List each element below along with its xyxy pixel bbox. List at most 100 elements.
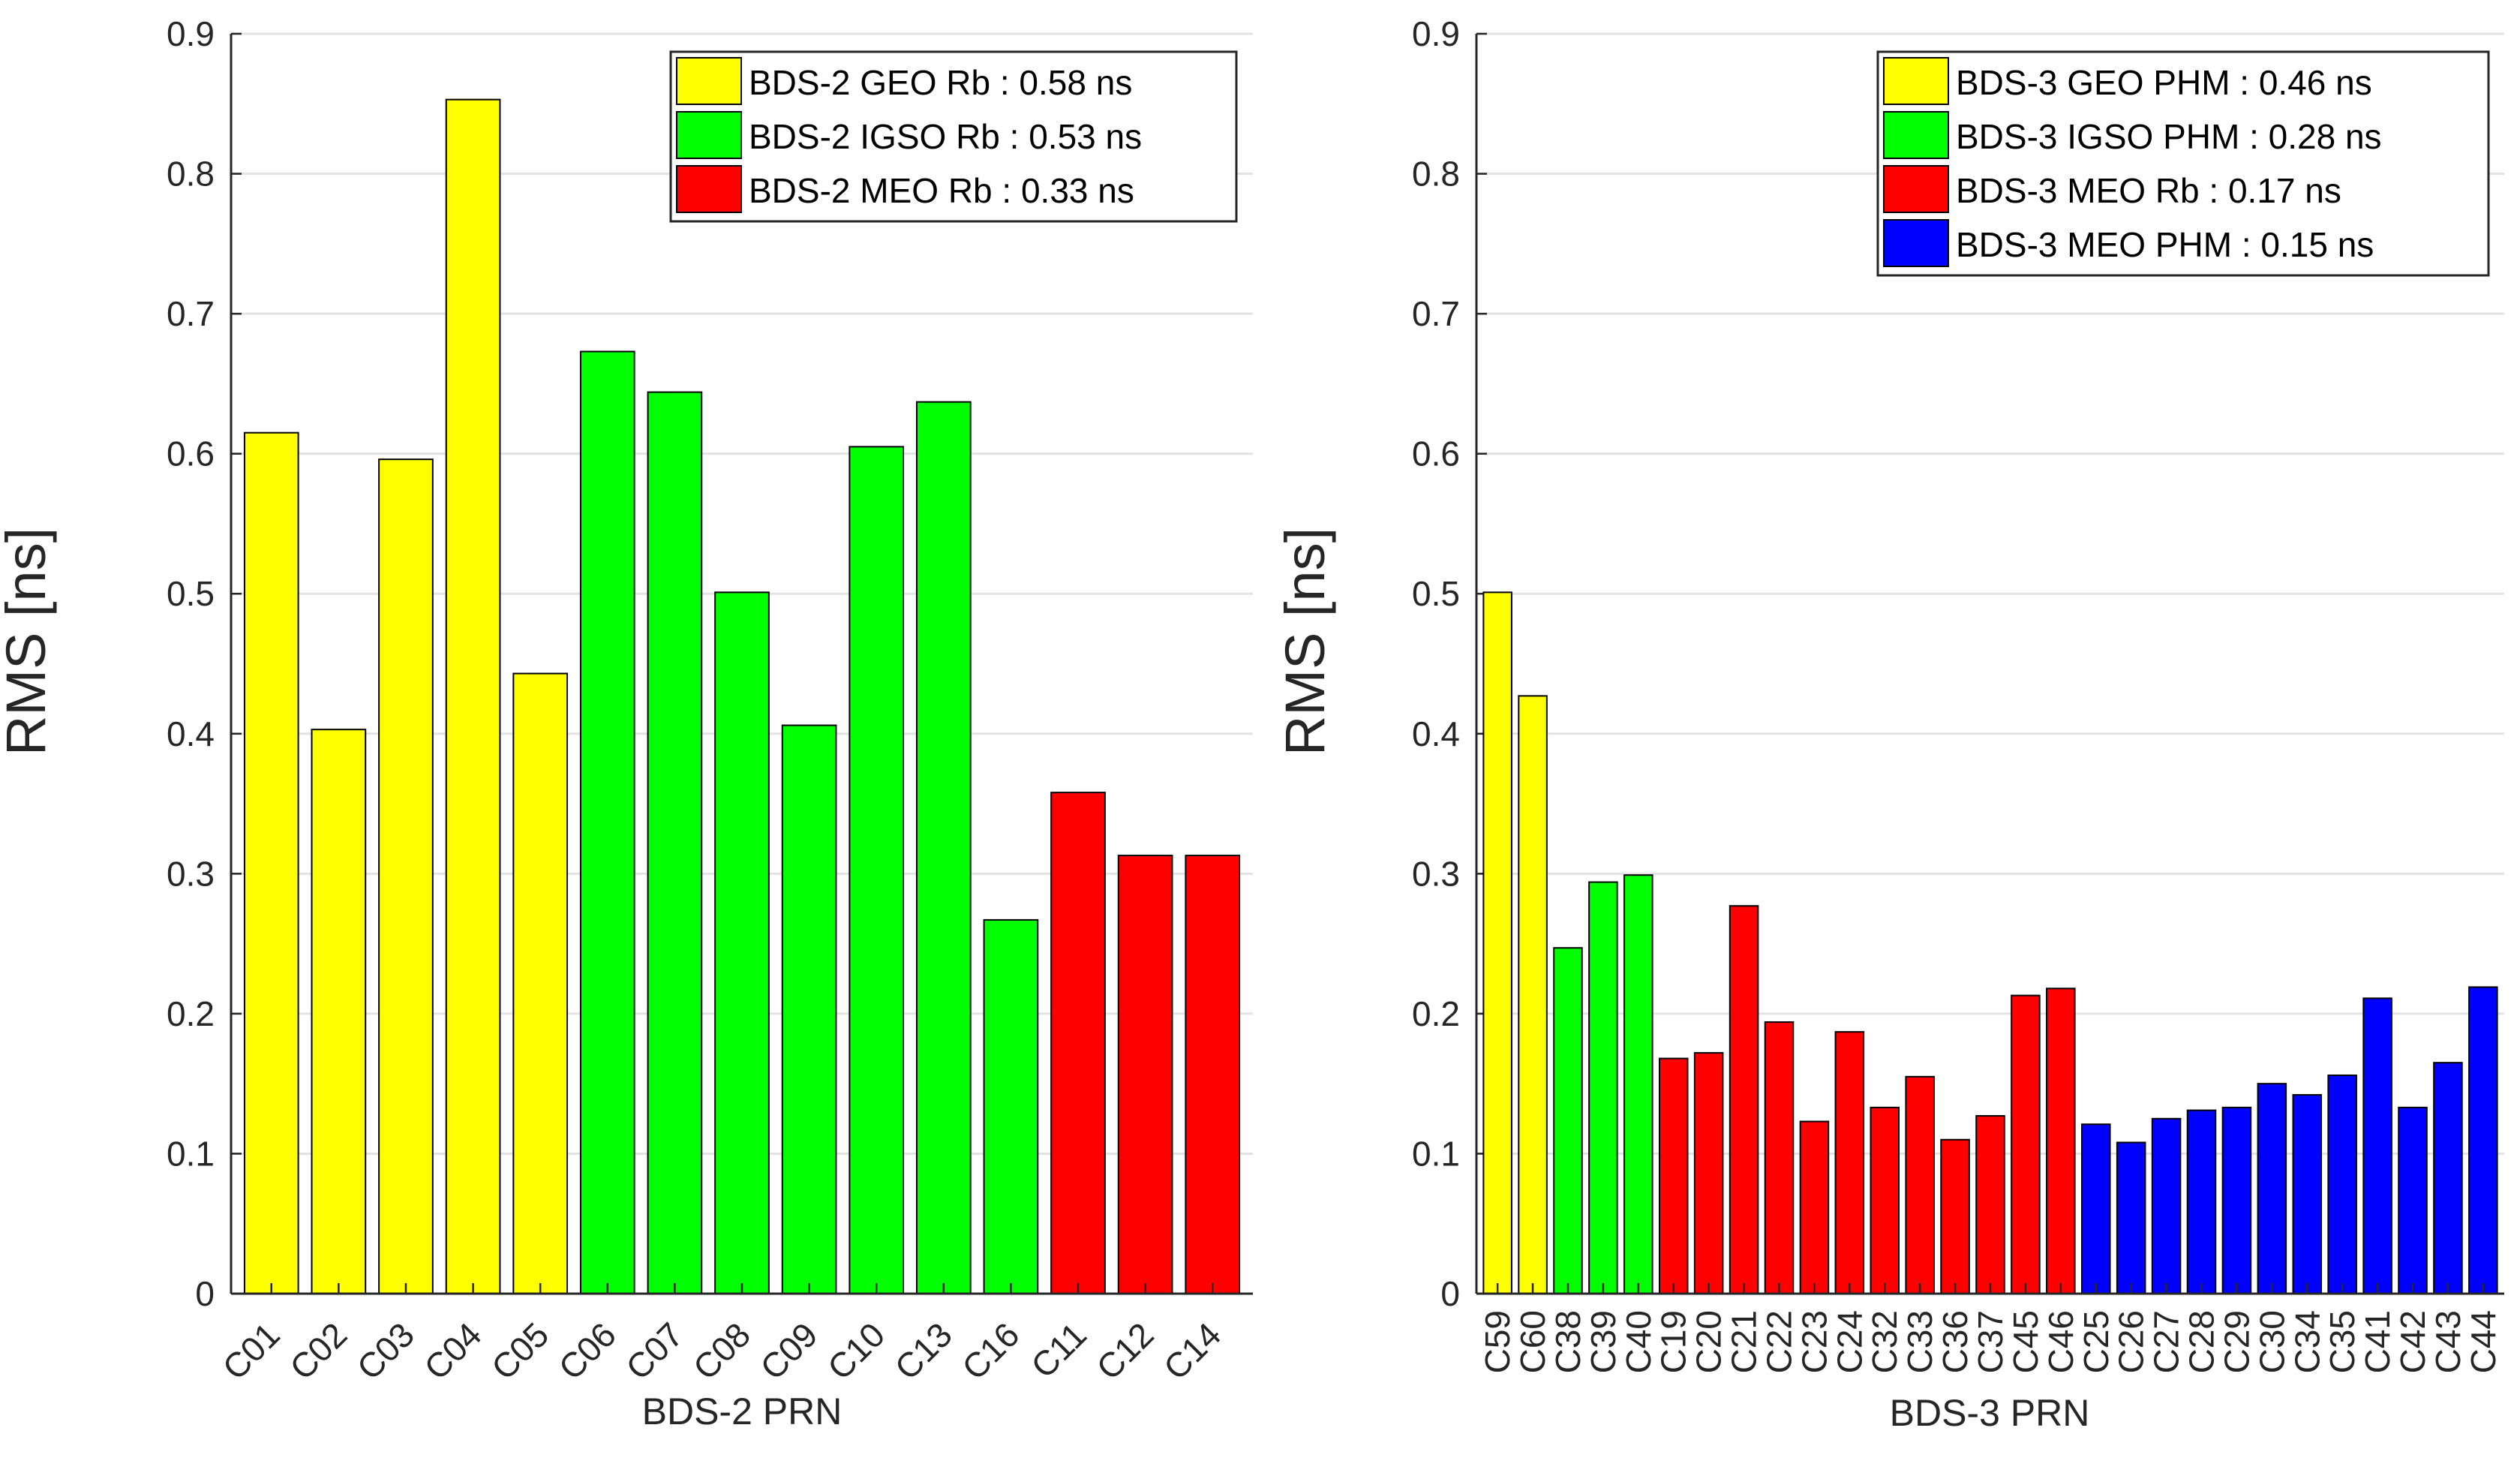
bds3-x-tick-label: C22 xyxy=(1759,1310,1798,1373)
bds3-x-tick-label: C39 xyxy=(1584,1310,1623,1373)
bds3-bar-c28 xyxy=(2186,1109,2217,1294)
bds3-x-tick-label: C26 xyxy=(2112,1310,2151,1373)
bds3-bar-c20 xyxy=(1693,1052,1724,1294)
bds3-legend-swatch xyxy=(1883,111,1949,159)
bds3-legend-entry: BDS-3 MEO Rb : 0.17 ns xyxy=(1956,171,2341,210)
bds2-x-tick-label: C04 xyxy=(416,1315,488,1387)
bds3-bar-c39 xyxy=(1588,881,1618,1294)
bds2-legend-swatch xyxy=(676,57,742,105)
bds3-bar-c38 xyxy=(1553,947,1583,1294)
bds2-y-tick-label: 0.2 xyxy=(167,994,215,1033)
bds3-x-tick-label: C44 xyxy=(2464,1310,2503,1373)
bds2-y-axis-label: RMS [ns] xyxy=(0,528,57,756)
bds2-bar-c12 xyxy=(1117,855,1173,1294)
bds3-bar-c22 xyxy=(1764,1021,1795,1295)
bds3-x-tick-label: C40 xyxy=(1619,1310,1658,1373)
bds2-x-tick-label: C13 xyxy=(887,1315,959,1387)
bds3-x-tick-label: C20 xyxy=(1690,1310,1729,1373)
bds2-bar-c02 xyxy=(311,729,367,1294)
bds3-x-axis-label: BDS-3 PRN xyxy=(1890,1392,2090,1434)
bds3-legend-box xyxy=(1876,50,2490,277)
bds2-y-tick-label: 0.8 xyxy=(167,155,215,194)
bds3-bar-c41 xyxy=(2362,997,2392,1295)
bds2-bar-c11 xyxy=(1050,792,1106,1294)
bds3-y-tick-label: 0.7 xyxy=(1412,294,1460,333)
bds3-bar-c59 xyxy=(1482,591,1512,1294)
bds3-y-tick-label: 0 xyxy=(1440,1274,1460,1313)
bds2-bar-c16 xyxy=(983,918,1039,1294)
bds3-bar-c37 xyxy=(1975,1115,2005,1295)
bds2-legend-entry: BDS-2 MEO Rb : 0.33 ns xyxy=(749,171,1134,210)
bds2-bar-c14 xyxy=(1185,855,1241,1294)
bds3-x-tick-label: C42 xyxy=(2393,1310,2432,1373)
bds3-x-tick-label: C45 xyxy=(2006,1310,2045,1373)
bds3-x-tick-label: C32 xyxy=(1865,1310,1904,1373)
bds2-bar-c06 xyxy=(579,350,635,1295)
bds3-x-tick-label: C35 xyxy=(2323,1310,2362,1373)
bds2-x-tick-label: C09 xyxy=(752,1315,824,1387)
bds3-bar-c45 xyxy=(2011,994,2041,1295)
bds2-x-tick-label: C10 xyxy=(820,1315,892,1387)
bds3-x-tick-label: C23 xyxy=(1795,1310,1834,1373)
bds2-bar-c09 xyxy=(781,724,837,1294)
bds2-legend-entry: BDS-2 IGSO Rb : 0.53 ns xyxy=(749,117,1142,156)
bds3-bar-c60 xyxy=(1518,695,1548,1294)
bds3-bar-c32 xyxy=(1870,1106,1900,1294)
bds2-y-tick-label: 0.9 xyxy=(167,14,215,53)
bds3-bar-c33 xyxy=(1905,1075,1935,1294)
bds2-legend-box xyxy=(669,50,1238,223)
bds2-x-tick-label: C01 xyxy=(215,1315,287,1387)
bds2-bar-c03 xyxy=(378,458,434,1294)
bds3-x-tick-label: C19 xyxy=(1654,1310,1693,1373)
bds3-legend-entry: BDS-3 GEO PHM : 0.46 ns xyxy=(1956,63,2372,102)
bds2-bar-c04 xyxy=(445,98,501,1294)
bds3-legend-entry: BDS-3 MEO PHM : 0.15 ns xyxy=(1956,225,2374,264)
bds3-bar-c34 xyxy=(2292,1094,2323,1294)
bds2-y-tick-label: 0 xyxy=(195,1274,215,1313)
bds2-chart-panel: 0 0.1 0.2 0.3 0.4 0.5 0.6 0.7 0.8 0.9 C01C02C03C04… xyxy=(0,14,1253,1432)
bds3-bar-c43 xyxy=(2433,1062,2463,1295)
bds3-x-tick-label: C25 xyxy=(2077,1310,2116,1373)
bds3-bar-c26 xyxy=(2116,1141,2146,1295)
bds3-x-tick-label: C36 xyxy=(1936,1310,1975,1373)
bds2-y-tick-label: 0.1 xyxy=(167,1134,215,1173)
bds3-x-tick-label: C21 xyxy=(1725,1310,1764,1373)
bds3-bar-c19 xyxy=(1658,1057,1689,1294)
bds3-x-tick-label: C37 xyxy=(1971,1310,2010,1373)
bds3-x-tick-label: C24 xyxy=(1830,1310,1869,1373)
bds2-x-tick-label: C06 xyxy=(551,1315,623,1387)
bds2-y-tick-label: 0.3 xyxy=(167,854,215,893)
bds2-bar-c07 xyxy=(647,391,703,1294)
bds3-x-tick-label: C60 xyxy=(1513,1310,1552,1373)
bds2-x-tick-label: C12 xyxy=(1089,1315,1161,1387)
bds3-y-tick-label: 0.4 xyxy=(1412,714,1460,753)
bds3-y-tick-label: 0.8 xyxy=(1412,155,1460,194)
bds2-legend: BDS-2 GEO Rb : 0.58 ns BDS-2 IGSO Rb : 0.… xyxy=(669,50,1238,223)
bds2-x-axis-label: BDS-2 PRN xyxy=(642,1390,843,1432)
bds2-y-tick-label: 0.4 xyxy=(167,714,215,753)
bds3-x-tick-label: C29 xyxy=(2217,1310,2256,1373)
bds2-bar-c01 xyxy=(243,431,299,1294)
bds3-x-tick-label: C41 xyxy=(2358,1310,2397,1373)
bds2-x-tick-label: C08 xyxy=(686,1315,758,1387)
bds3-bar-c36 xyxy=(1940,1138,1970,1295)
bds3-bar-c40 xyxy=(1623,874,1653,1294)
bds2-y-tick-label: 0.7 xyxy=(167,294,215,333)
bds2-bar-c05 xyxy=(512,672,569,1294)
bds3-bar-c27 xyxy=(2151,1117,2182,1294)
bds3-x-tick-label: C30 xyxy=(2252,1310,2291,1373)
bds3-bar-c23 xyxy=(1799,1120,1830,1294)
bds3-legend-swatch xyxy=(1883,165,1949,213)
bds3-legend: BDS-3 GEO PHM : 0.46 ns BDS-3 IGSO PHM : … xyxy=(1876,50,2490,277)
bds2-x-tick-label: C05 xyxy=(484,1315,556,1387)
bds3-x-tick-label: C38 xyxy=(1548,1310,1587,1373)
bds2-x-tick-label: C11 xyxy=(1023,1315,1094,1385)
bds3-y-tick-label: 0.2 xyxy=(1412,994,1460,1033)
bds2-bar-c08 xyxy=(714,591,770,1294)
bds2-y-tick-label: 0.5 xyxy=(167,574,215,613)
bds3-x-tick-label: C34 xyxy=(2287,1310,2326,1373)
bds3-y-tick-label: 0.5 xyxy=(1412,574,1460,613)
bds2-x-tick-label: C16 xyxy=(954,1315,1026,1387)
bds3-x-tick-label: C46 xyxy=(2041,1310,2080,1373)
bds3-legend-entry: BDS-3 IGSO PHM : 0.28 ns xyxy=(1956,117,2382,156)
